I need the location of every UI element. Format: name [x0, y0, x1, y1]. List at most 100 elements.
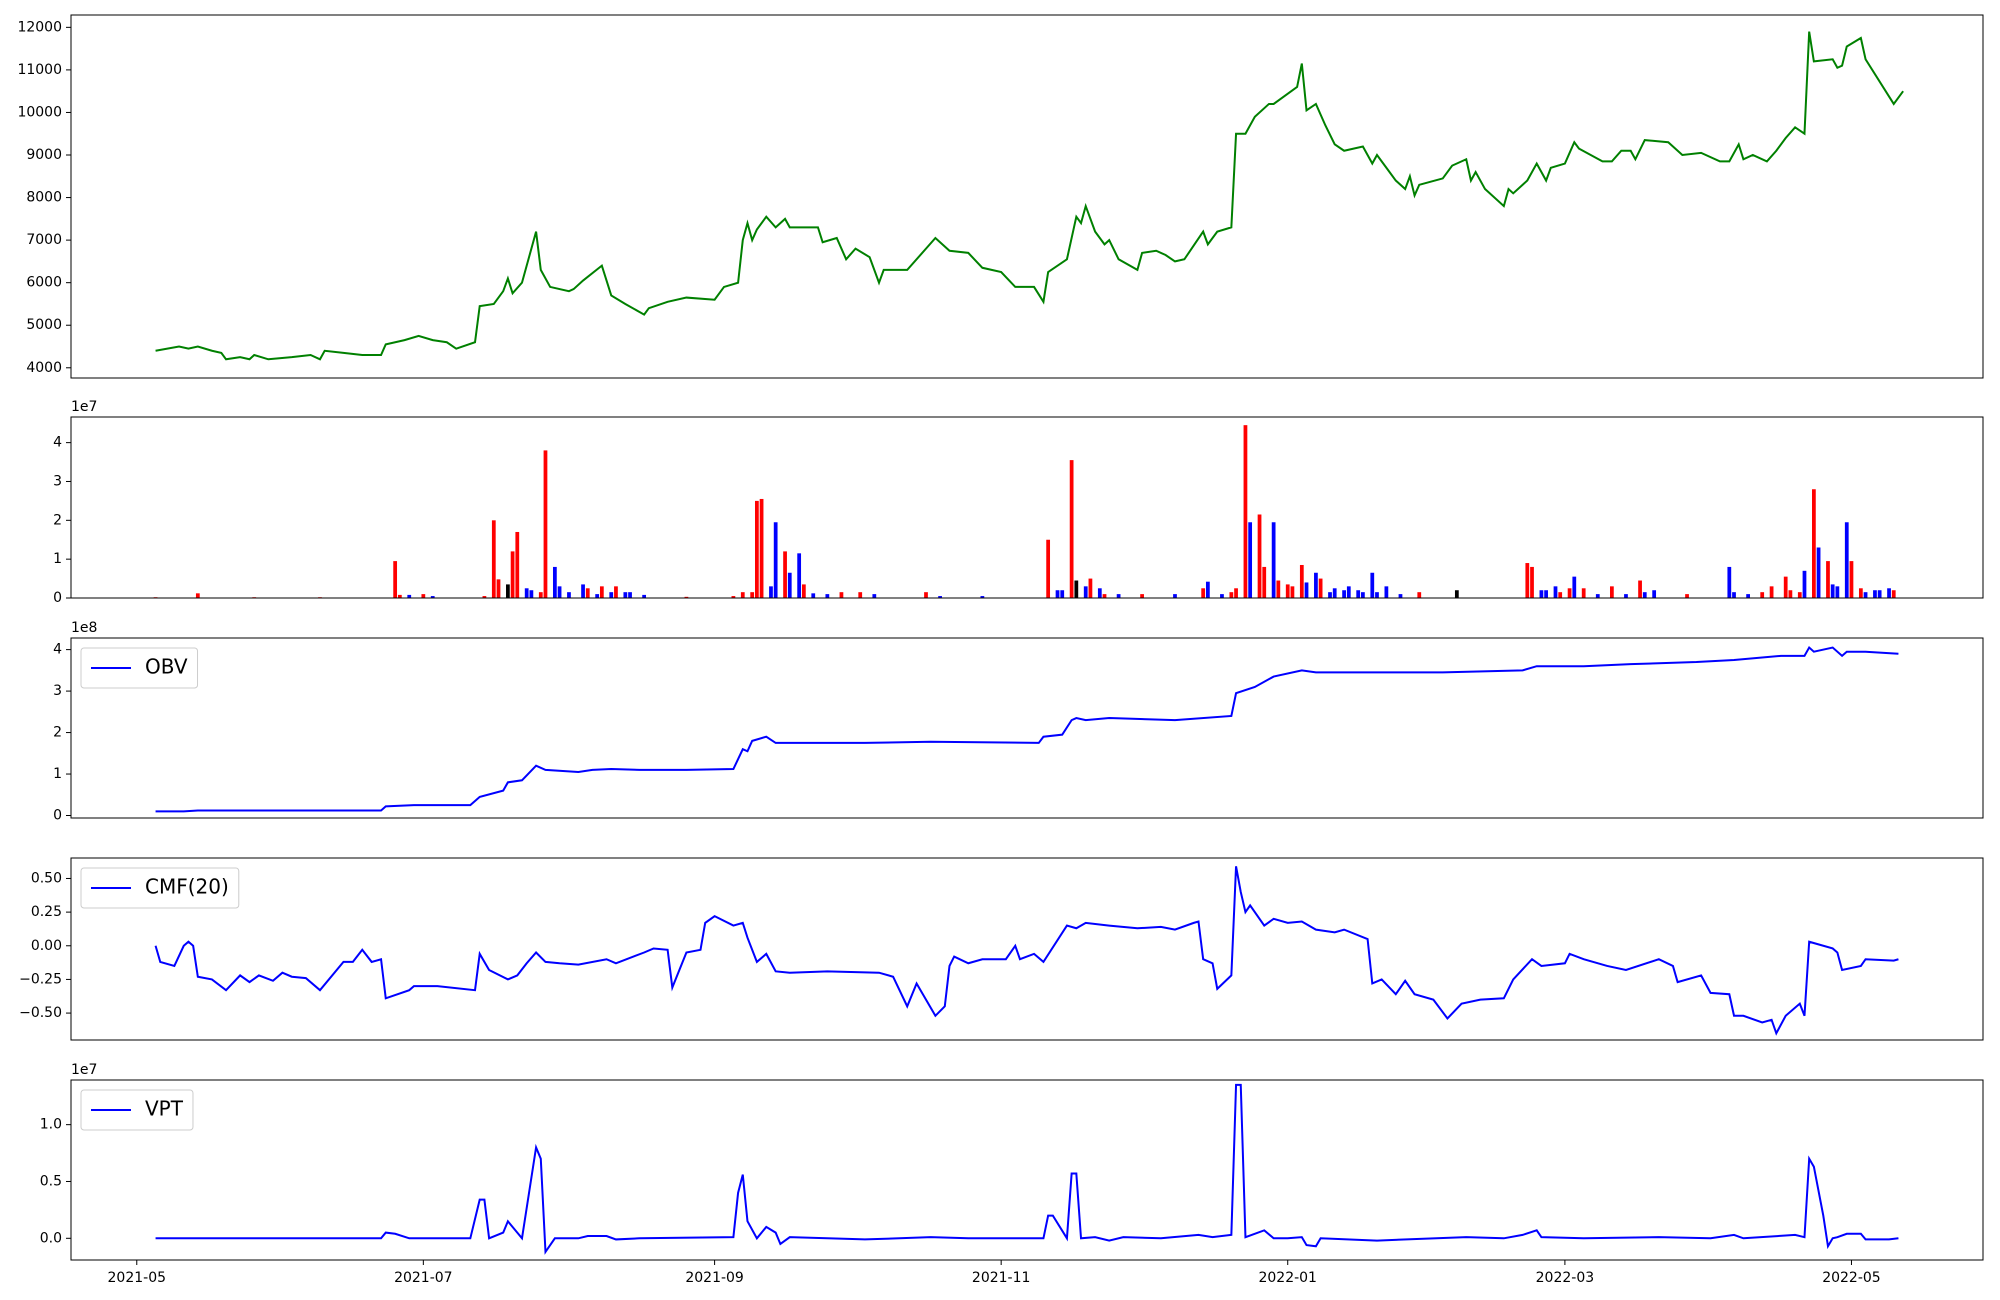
bar — [1234, 588, 1238, 598]
bar — [1544, 590, 1548, 598]
panel: −0.50 −0.25 0.00 0.25 0.50 CMF(20) — [19, 857, 1984, 1041]
y-tick-label: 6000 — [26, 275, 62, 291]
legend-box — [80, 1089, 194, 1131]
bar — [1271, 522, 1276, 598]
bar — [773, 522, 778, 598]
bar — [1205, 581, 1210, 598]
bar — [1248, 522, 1253, 598]
data-line — [155, 645, 1899, 813]
bar — [1201, 588, 1206, 598]
bar — [1581, 588, 1586, 598]
bar — [1727, 566, 1732, 598]
axes-frame — [70, 416, 1984, 599]
legend-label: CMF(20) — [145, 875, 229, 899]
bar — [1276, 580, 1281, 598]
bar — [1220, 594, 1224, 598]
y-tick-label: 0.5 — [40, 1173, 62, 1189]
bar — [787, 572, 792, 598]
bar — [1140, 594, 1144, 598]
bar — [1074, 580, 1079, 598]
legend: OBV — [80, 647, 199, 689]
bar — [510, 551, 515, 598]
bar — [1417, 592, 1422, 598]
bar — [1638, 580, 1642, 598]
bar — [421, 594, 426, 598]
bar — [1530, 566, 1534, 598]
legend-label: OBV — [145, 655, 188, 679]
axes-frame — [70, 1079, 1984, 1261]
x-tick-label: 2021-09 — [685, 1270, 744, 1286]
y-tick-label: 4 — [53, 642, 62, 658]
y-tick-label: 0 — [53, 808, 62, 824]
bar — [1769, 586, 1774, 598]
bar — [783, 551, 787, 598]
y-tick-label: 2 — [53, 512, 62, 528]
bar — [1257, 514, 1262, 598]
y-tick-label: 0.0 — [40, 1230, 62, 1246]
x-tick-label: 2021-05 — [108, 1270, 167, 1286]
axes-frame — [70, 857, 1984, 1041]
bar — [1642, 592, 1647, 598]
bar — [482, 596, 487, 598]
bar — [1788, 590, 1793, 598]
y-offset-label: 1e7 — [71, 399, 97, 415]
bar — [938, 596, 942, 598]
bar — [1539, 590, 1544, 598]
y-tick-label: 10000 — [17, 104, 62, 120]
bar — [1595, 594, 1600, 598]
bar — [1285, 584, 1290, 598]
bar — [567, 592, 571, 598]
bar — [924, 592, 928, 598]
bar — [1116, 594, 1121, 598]
bar — [195, 593, 200, 598]
y-tick-label: −0.50 — [19, 1005, 62, 1021]
x-tick-label: 2022-01 — [1258, 1270, 1317, 1286]
bar — [1097, 588, 1102, 598]
bar — [1567, 588, 1572, 598]
bar — [1173, 594, 1177, 598]
bar — [1816, 547, 1821, 598]
plot-area — [155, 31, 1904, 361]
bar — [1553, 586, 1558, 598]
bar — [1346, 586, 1351, 598]
bar — [1243, 425, 1248, 598]
bar — [1835, 586, 1840, 598]
bar — [1290, 586, 1295, 598]
bar — [1332, 588, 1337, 598]
bar — [1849, 561, 1854, 598]
bar — [407, 594, 412, 598]
bar — [1069, 460, 1074, 598]
bar — [759, 498, 764, 598]
bar — [1342, 590, 1346, 598]
bar — [1384, 586, 1389, 598]
bar — [515, 531, 520, 598]
bar — [731, 596, 736, 598]
bar — [1760, 592, 1765, 598]
bar — [538, 592, 543, 598]
bar — [623, 592, 628, 598]
bar — [1558, 592, 1563, 598]
y-tick-label: 3 — [53, 473, 62, 489]
panel: 0 1 2 3 4 1e8 OBV — [53, 620, 1984, 824]
x-tick-label: 2021-11 — [972, 1270, 1031, 1286]
plot-area — [153, 425, 1896, 598]
y-tick-label: 5000 — [26, 317, 62, 333]
bar — [609, 592, 614, 598]
bar — [642, 594, 647, 598]
bar — [1375, 592, 1379, 598]
legend: CMF(20) — [80, 867, 240, 909]
bar — [1262, 566, 1267, 598]
y-tick-label: 0 — [53, 590, 62, 606]
bar — [769, 586, 773, 598]
x-tick-label: 2021-07 — [394, 1270, 453, 1286]
legend-box — [80, 867, 240, 909]
bar — [754, 500, 759, 598]
bar — [1891, 590, 1896, 598]
y-tick-label: 2 — [53, 725, 62, 741]
bar — [1046, 539, 1051, 598]
legend-label: VPT — [145, 1097, 184, 1121]
bar — [980, 596, 985, 598]
bar — [1083, 586, 1088, 598]
bar — [839, 592, 844, 598]
